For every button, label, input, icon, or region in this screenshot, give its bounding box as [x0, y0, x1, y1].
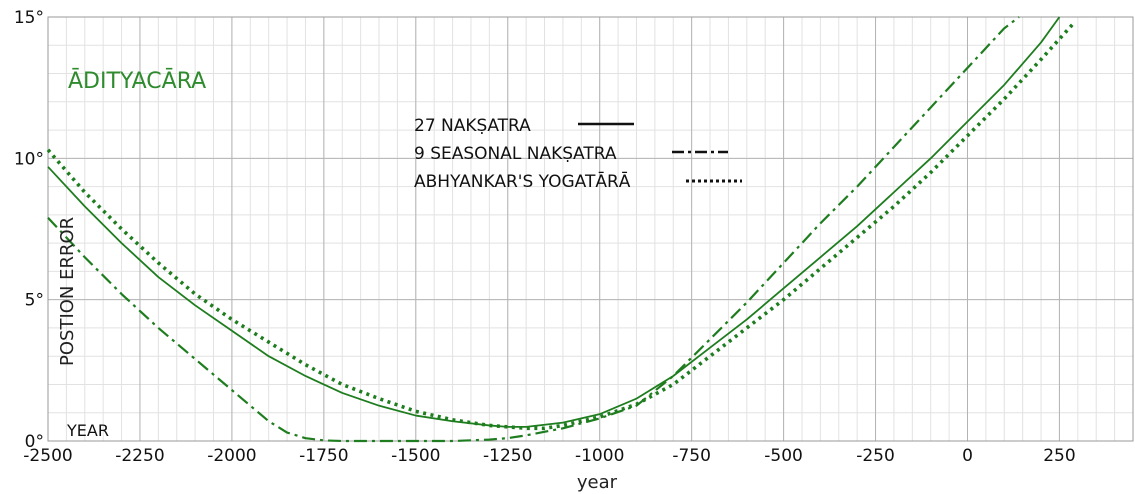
y-axis-label: POSTION ERROR: [57, 217, 78, 366]
plot-border: [47, 16, 1134, 442]
series-group: [46, 16, 1076, 443]
year-corner-label: YEAR: [66, 421, 109, 440]
legend: 27 NAKṢATRA 9 SEASONAL NAKṢATRA ABHYANKA…: [414, 116, 742, 192]
legend-label-9-seasonal-naksatra: 9 SEASONAL NAKṢATRA: [414, 144, 617, 164]
x-axis-label: year: [577, 472, 618, 493]
x-tick-label: -750: [672, 446, 711, 466]
x-tick-label: 250: [1043, 446, 1075, 466]
y-tick-label: 10°: [14, 149, 44, 169]
y-tick-label: 5°: [25, 291, 44, 311]
series-line-solid: [47, 16, 1061, 428]
x-tick-label: -1750: [299, 446, 348, 466]
x-tick-label: -500: [764, 446, 803, 466]
x-tick-label: -2000: [207, 446, 256, 466]
y-tick-label: 15°: [14, 8, 44, 28]
chart-title: ĀDITYACĀRA: [68, 69, 206, 94]
x-tick-labels: -2500 -2250 -2000 -1750 -1500 -1250 -1000 -750-…: [23, 446, 1075, 466]
series-line-dotted: [46, 21, 1076, 431]
series-line-dash-dot: [47, 16, 1020, 443]
minor-grid: [47, 16, 1134, 442]
x-tick-label: -2500: [23, 446, 72, 466]
legend-label-abhyankars-yogatara: ABHYANKAR'S YOGATĀRĀ: [414, 170, 631, 192]
x-tick-label: 0: [962, 446, 973, 466]
x-tick-label: -1000: [575, 446, 624, 466]
plot-frame: [47, 16, 1134, 442]
legend-label-27-naksatra: 27 NAKṢATRA: [414, 116, 531, 136]
x-tick-label: -2250: [115, 446, 164, 466]
x-tick-label: -1500: [391, 446, 440, 466]
y-tick-label: 0°: [25, 432, 44, 452]
x-tick-label: -1250: [483, 446, 532, 466]
major-grid: [47, 16, 1133, 442]
y-tick-labels: 0° 5° 10° 15°: [14, 8, 44, 452]
x-tick-label: -250: [856, 446, 895, 466]
